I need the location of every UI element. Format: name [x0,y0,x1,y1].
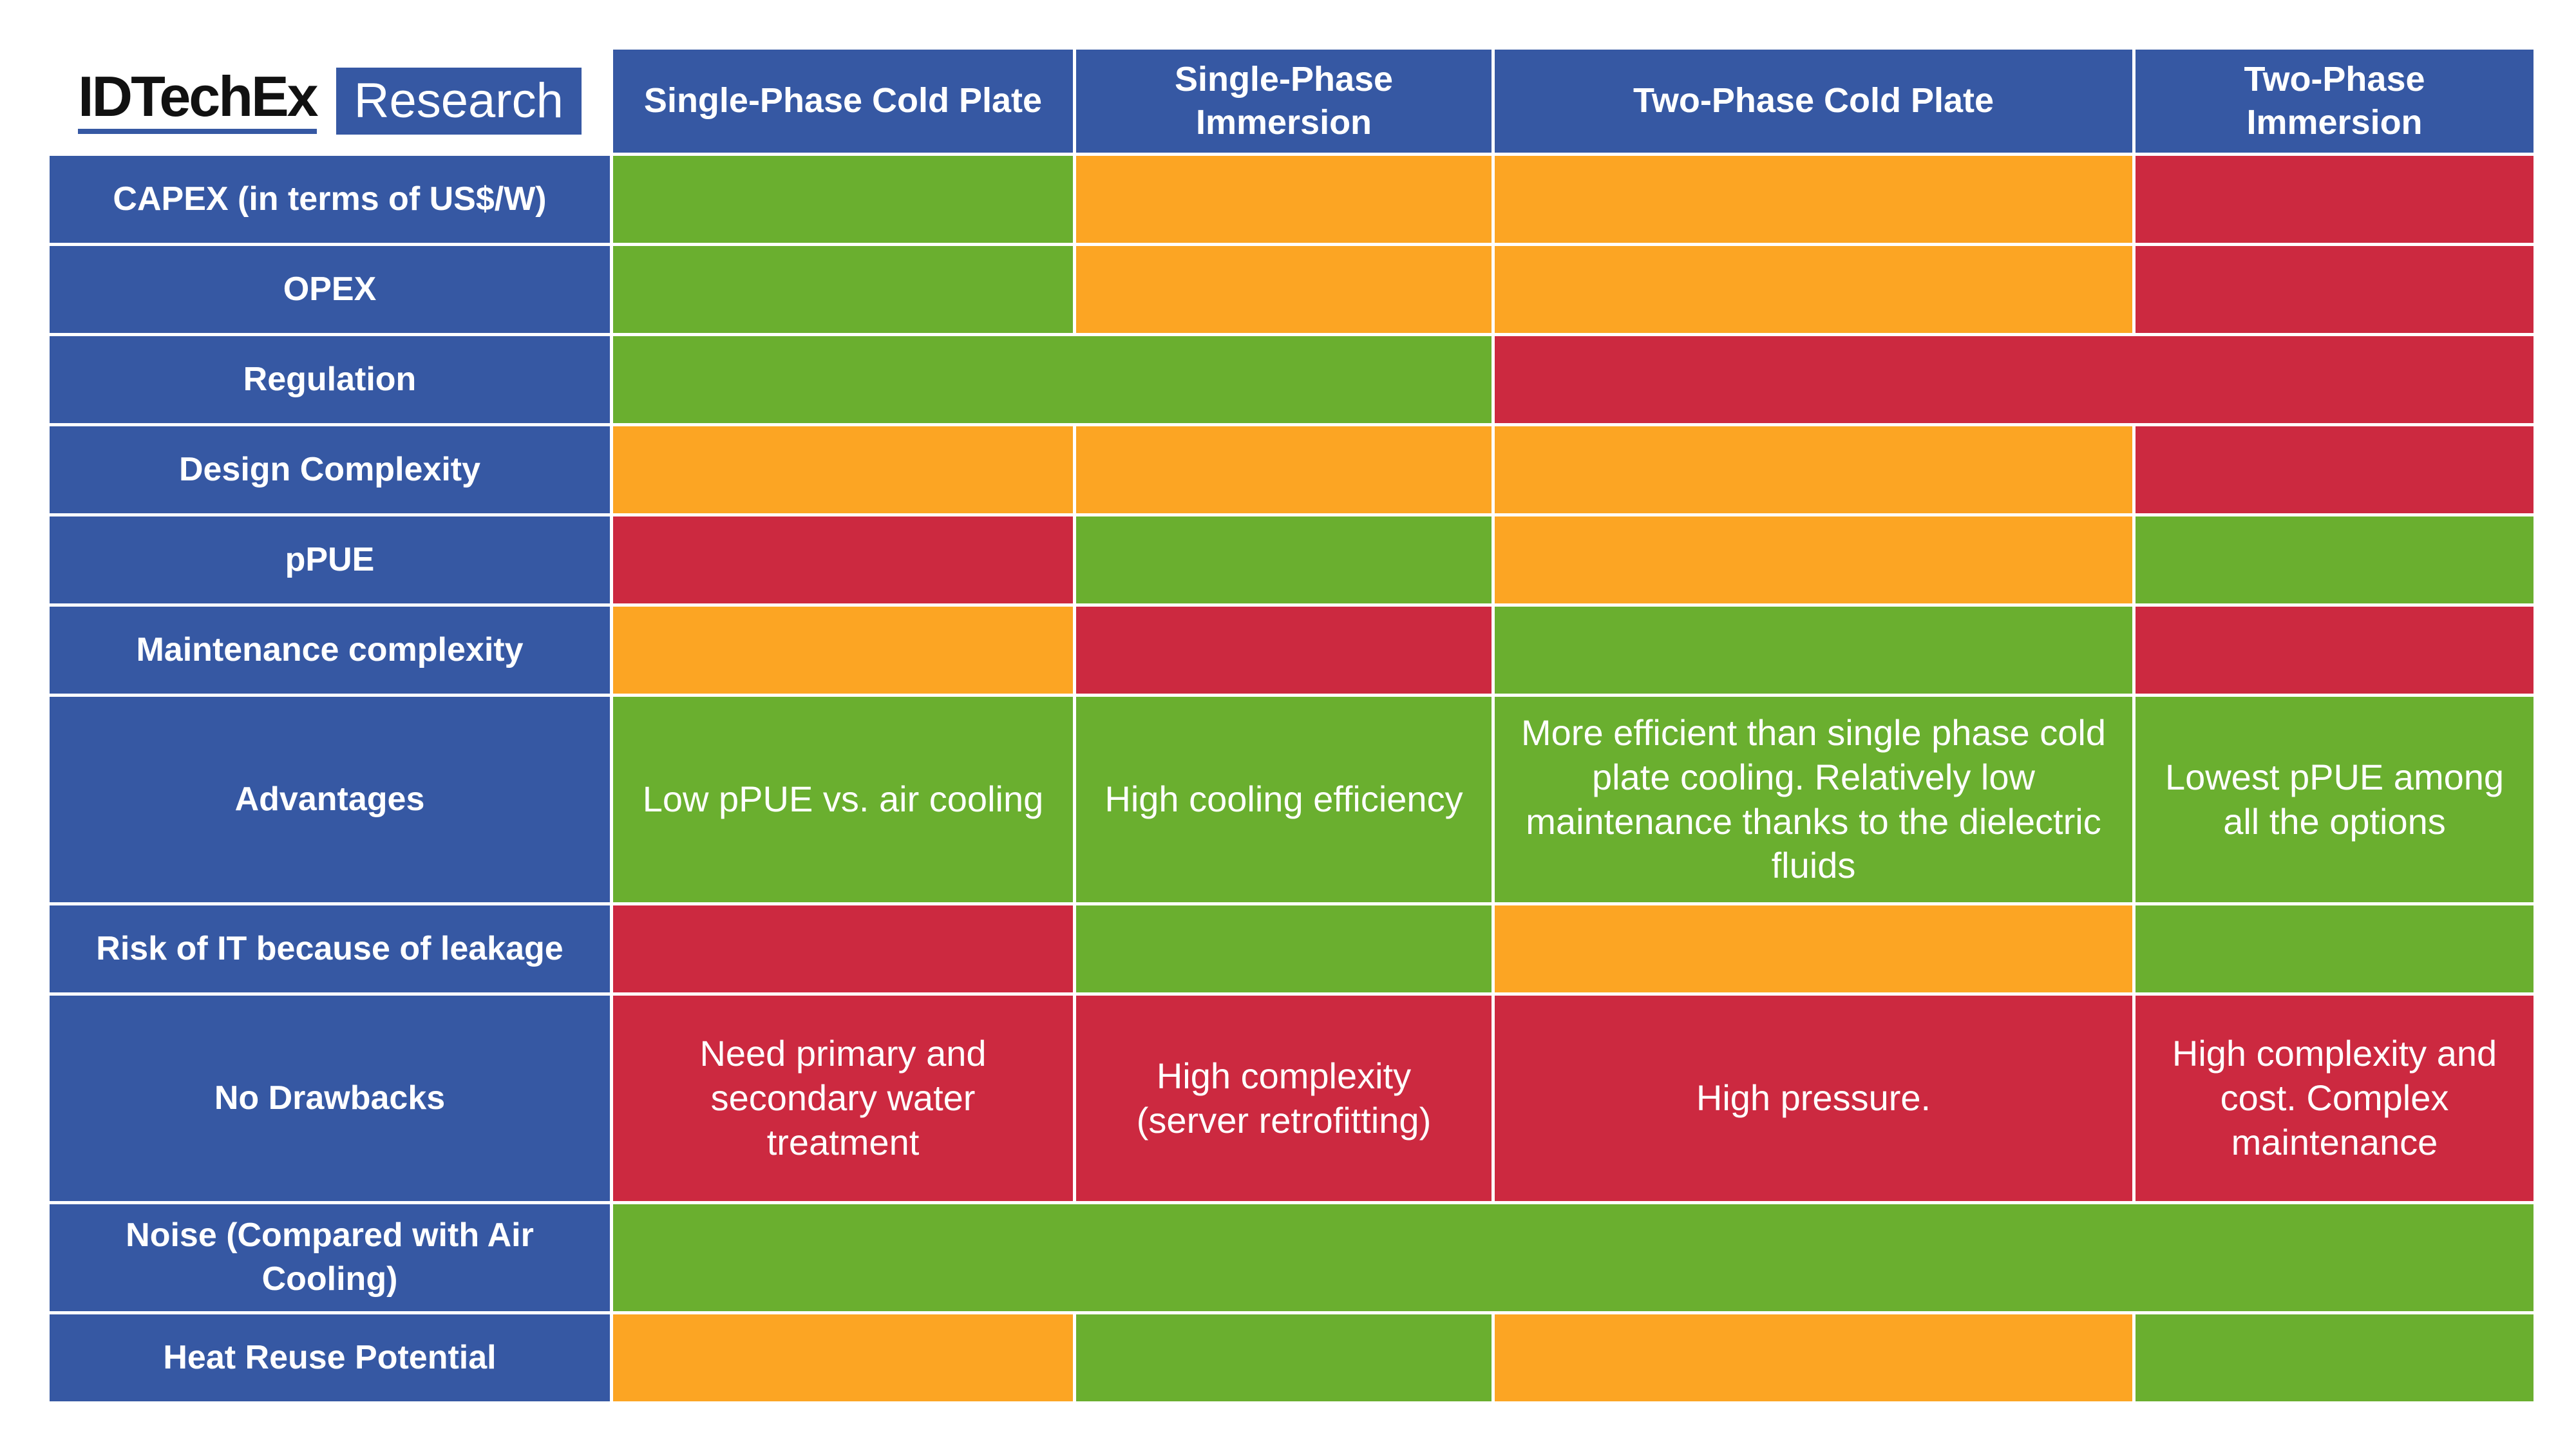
rating-cell: More efficient than single phase cold pl… [1495,697,2132,902]
rating-cell [2136,246,2533,333]
rating-cell: Low pPUE vs. air cooling [613,697,1073,902]
column-header: Two-Phase Cold Plate [1495,50,2132,153]
rating-cell: Need primary and secondary water treatme… [613,996,1073,1201]
rating-cell [613,607,1073,694]
rating-cell [613,336,1492,423]
rating-cell [1495,607,2132,694]
row-label: Risk of IT because of leakage [50,905,610,992]
row-label: Maintenance complexity [50,607,610,694]
rating-cell [613,156,1073,243]
rating-cell [1076,246,1492,333]
rating-cell: Lowest pPUE among all the options [2136,697,2533,902]
row-label: Advantages [50,697,610,902]
column-header: Single-Phase Cold Plate [613,50,1073,153]
rating-cell [2136,905,2533,992]
row-label: Design Complexity [50,426,610,513]
rating-cell [613,426,1073,513]
rating-cell [2136,426,2533,513]
rating-cell [1076,426,1492,513]
rating-cell [1076,607,1492,694]
rating-cell [2136,607,2533,694]
row-label: No Drawbacks [50,996,610,1201]
row-label: Regulation [50,336,610,423]
rating-cell [613,516,1073,603]
rating-cell [1495,246,2132,333]
row-label: OPEX [50,246,610,333]
rating-cell [613,1204,2533,1311]
rating-cell: High cooling efficiency [1076,697,1492,902]
column-header: Single-Phase Immersion [1076,50,1492,153]
rating-cell [613,1314,1073,1401]
logo-brand: IDTechEx [78,68,319,134]
rating-cell [1495,516,2132,603]
rating-cell [1495,1314,2132,1401]
rating-cell [1495,426,2132,513]
row-label: CAPEX (in terms of US$/W) [50,156,610,243]
rating-cell [1076,156,1492,243]
row-label: pPUE [50,516,610,603]
rating-cell: High complexity (server retrofitting) [1076,996,1492,1201]
rating-cell [2136,516,2533,603]
rating-cell [1076,1314,1492,1401]
rating-cell [1495,905,2132,992]
logo: IDTechEx Research [50,50,610,153]
row-label: Noise (Compared with Air Cooling) [50,1204,610,1311]
rating-cell [1495,336,2533,423]
column-header: Two-Phase Immersion [2136,50,2533,153]
comparison-table: IDTechEx Research Single-Phase Cold Plat… [50,50,2533,1401]
rating-cell: High complexity and cost. Complex mainte… [2136,996,2533,1201]
logo-product: Research [336,68,582,135]
rating-cell [1495,156,2132,243]
rating-cell [2136,1314,2533,1401]
rating-cell [613,246,1073,333]
rating-cell [1076,905,1492,992]
row-label: Heat Reuse Potential [50,1314,610,1401]
rating-cell: High pressure. [1495,996,2132,1201]
rating-cell [1076,516,1492,603]
rating-cell [2136,156,2533,243]
rating-cell [613,905,1073,992]
